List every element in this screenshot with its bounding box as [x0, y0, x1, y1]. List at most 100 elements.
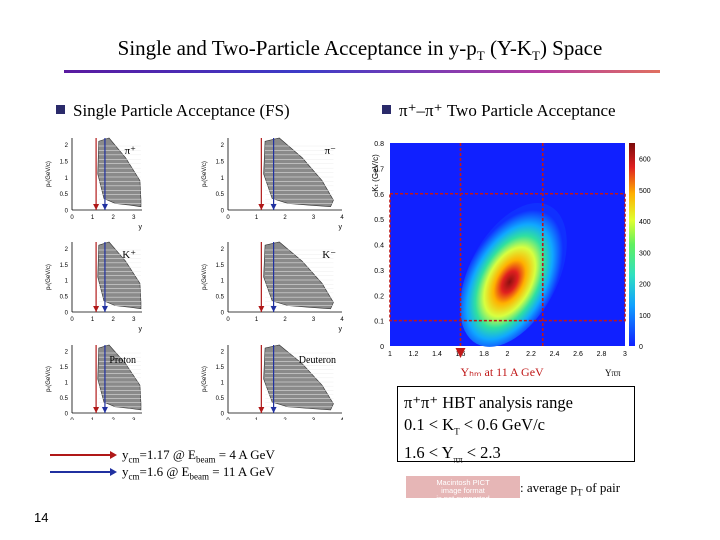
- panel-1: 0 0.5 1 1.5 2 0 1 2 3 4 y pₜ(GeV/c) π⁻: [202, 137, 344, 231]
- panel-xtick: 4: [340, 317, 344, 323]
- panel-xtick: 4: [340, 418, 344, 420]
- heatmap-ytick: 0.1: [374, 319, 384, 326]
- panel-xtick: 3: [132, 317, 136, 323]
- panel-ytick: 0: [65, 311, 69, 317]
- ycm-red-arrowhead: [93, 204, 100, 210]
- panel-ytick: 1: [65, 381, 69, 387]
- panel-ytick: 1: [221, 381, 225, 387]
- acceptance-blob: [459, 203, 567, 347]
- colorbar-tick: 300: [639, 250, 651, 257]
- colorbar-tick: 200: [639, 282, 651, 289]
- panel-xtick: 0: [70, 317, 74, 323]
- heatmap-xtick: 3: [623, 351, 627, 358]
- panel-ylabel: pₜ(GeV/c): [202, 264, 208, 290]
- panel-ytick: 0.5: [216, 192, 225, 198]
- panel-xtick: 1: [255, 317, 259, 323]
- ycm-blue-arrowhead: [101, 306, 108, 312]
- heatmap-xtick: 1.2: [409, 351, 419, 358]
- two-particle-heatmap: 11.21.41.61.822.22.42.62.8300.10.20.30.4…: [371, 141, 651, 379]
- colorbar: [629, 143, 635, 346]
- colorbar-tick: 400: [639, 219, 651, 226]
- panel-ytick: 2: [65, 350, 69, 356]
- panel-xtick: 2: [283, 418, 287, 420]
- ycm-red-arrowhead: [93, 306, 100, 312]
- panel-xtick: 2: [112, 215, 116, 221]
- panel-xtick: 0: [70, 418, 74, 420]
- panel-ytick: 1: [65, 279, 69, 285]
- left-header: Single Particle Acceptance (FS): [56, 101, 290, 121]
- panel-ytick: 0.5: [60, 295, 69, 301]
- colorbar-tick: 600: [639, 157, 651, 164]
- panel-ytick: 2: [221, 350, 225, 356]
- panel-xtick: 0: [226, 317, 230, 323]
- panel-ytick: 0: [221, 209, 225, 215]
- heatmap-xtick: 1.8: [479, 351, 489, 358]
- colorbar-tick: 500: [639, 188, 651, 195]
- hbt-line1: π⁺π⁺ HBT analysis range: [404, 393, 573, 412]
- heatmap-xtick: 2.2: [526, 351, 536, 358]
- legend-arrows: [50, 451, 117, 476]
- heatmap-xlabel: Yππ: [605, 368, 621, 378]
- panel-ylabel: pₜ(GeV/c): [202, 161, 208, 187]
- ycm-red-arrowhead: [258, 306, 265, 312]
- panel-ytick: 1: [221, 176, 225, 182]
- panel-label-5: Deuteron: [299, 355, 336, 366]
- heatmap-ytick: 0.3: [374, 268, 384, 275]
- ycm-label: Yₕₘ at 11 A GeV: [461, 365, 545, 379]
- panel-xtick: 3: [312, 317, 316, 323]
- panel-ylabel: pₜ(GeV/c): [46, 264, 52, 290]
- panel-ytick: 1.5: [216, 365, 225, 371]
- heatmap-ylabel: Kₜ (GeV/c): [371, 154, 380, 192]
- ycm-red-arrowhead: [258, 204, 265, 210]
- heatmap-ytick: 0.6: [374, 192, 384, 199]
- panel-ytick: 2: [221, 143, 225, 149]
- panel-xtick: 0: [226, 215, 230, 221]
- heatmap-ytick: 0.5: [374, 217, 384, 224]
- panel-ytick: 0.5: [60, 192, 69, 198]
- panel-ytick: 2: [221, 247, 225, 253]
- hbt-kt-window: [389, 192, 626, 322]
- panel-xtick: 1: [91, 418, 95, 420]
- heatmap-xtick: 2.8: [597, 351, 607, 358]
- heatmap-ytick: 0.7: [374, 166, 384, 173]
- page-number: 14: [34, 510, 49, 525]
- panel-0: 0 0.5 1 1.5 2 0 1 2 3y pₜ(GeV/c) π⁺: [46, 137, 143, 231]
- panel-ytick: 0: [65, 412, 69, 418]
- panel-label-3: K⁻: [322, 249, 336, 261]
- panel-ytick: 0: [221, 311, 225, 317]
- heatmap-xtick: 1.4: [432, 351, 442, 358]
- panel-ytick: 0: [221, 412, 225, 418]
- panel-ylabel: pₜ(GeV/c): [46, 161, 52, 187]
- hbt-range-box: π⁺π⁺ HBT analysis range 0.1 < KT < 0.6 G…: [397, 386, 635, 465]
- ycm-blue-arrowhead: [270, 407, 277, 413]
- panel-xlabel: y: [139, 326, 143, 333]
- panel-xlabel: y: [339, 326, 343, 333]
- colorbar-tick: 0: [639, 344, 643, 351]
- heatmap-xtick: 2: [506, 351, 510, 358]
- heatmap-xtick: 2.4: [550, 351, 560, 358]
- pict-note: : average pT of pair: [520, 480, 621, 498]
- pict-placeholder-image: Macintosh PICT image format is not suppo…: [406, 476, 520, 503]
- bullet-square-icon: [56, 105, 65, 114]
- legend-blue-arrowhead: [110, 468, 117, 476]
- panel-ytick: 1.5: [216, 263, 225, 269]
- heatmap-xtick: 2.6: [573, 351, 583, 358]
- right-header: π⁺–π⁺ Two Particle Acceptance: [382, 101, 616, 121]
- panel-2: 0 0.5 1 1.5 2 0 1 2 3y pₜ(GeV/c) K⁺: [46, 241, 143, 333]
- panel-xtick: 0: [226, 418, 230, 420]
- ycm-blue-arrowhead: [270, 306, 277, 312]
- panel-xtick: 2: [112, 418, 116, 420]
- panel-xtick: 4: [340, 215, 344, 221]
- panel-label-1: π⁻: [325, 145, 337, 157]
- bullet-square-icon: [382, 105, 391, 114]
- panel-ytick: 1: [221, 279, 225, 285]
- panel-ytick: 0.5: [216, 396, 225, 402]
- hbt-line3: 1.6 < Yππ < 2.3: [404, 443, 501, 465]
- heatmap-ytick: 0.2: [374, 293, 384, 300]
- panel-ytick: 2: [65, 247, 69, 253]
- panel-xtick: 1: [255, 215, 259, 221]
- panel-ytick: 0.5: [216, 295, 225, 301]
- panel-xtick: 1: [91, 215, 95, 221]
